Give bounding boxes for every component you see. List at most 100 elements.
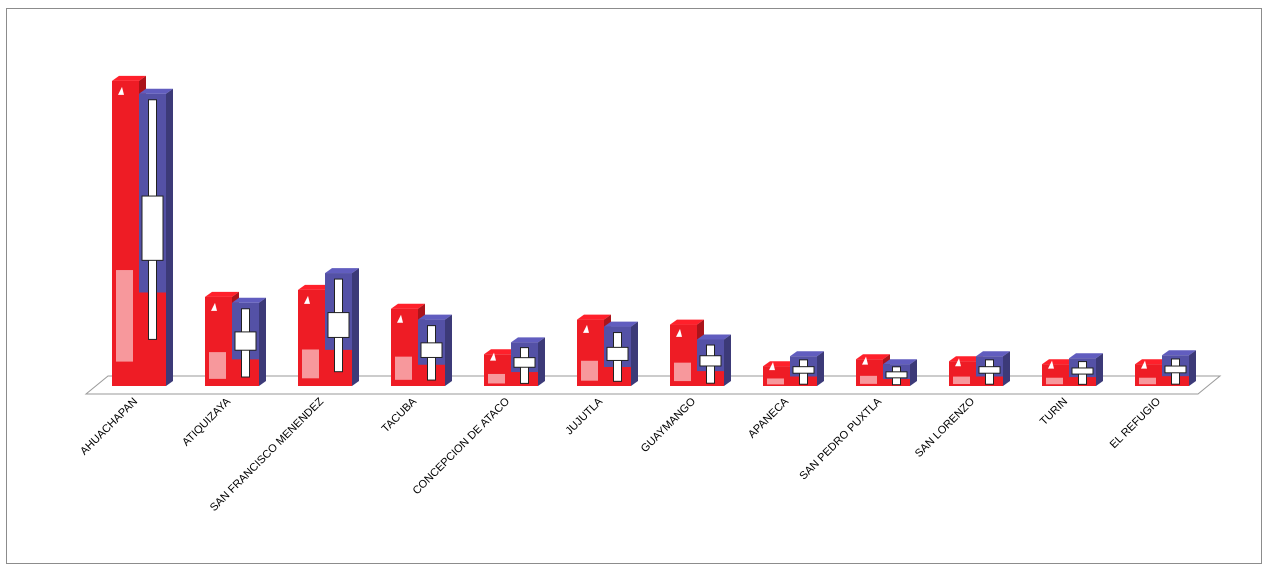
- arena-cross-horizontal: [1164, 365, 1187, 374]
- arena-cross-horizontal: [234, 331, 257, 351]
- fmln-star: [676, 328, 682, 337]
- chart-frame: [6, 8, 1262, 564]
- bar-side-face: [631, 321, 638, 386]
- fmln-logo-mark: [209, 352, 226, 379]
- bar-top-face: [391, 303, 425, 309]
- bar-top-face: [577, 314, 611, 320]
- bar-arena-4: [418, 314, 452, 386]
- fmln-star: [304, 295, 310, 304]
- bar-top-face: [232, 297, 266, 303]
- bar-arena-12: [1162, 350, 1196, 386]
- bar-top-face: [1042, 359, 1076, 365]
- arena-cross-horizontal: [885, 371, 908, 379]
- bar-top-face: [976, 351, 1010, 357]
- bar-arena-8: [790, 351, 824, 386]
- bar-arena-11: [1069, 353, 1103, 386]
- bar-side-face: [166, 88, 173, 386]
- bar-side-face: [1003, 351, 1010, 386]
- bar-top-face: [763, 361, 797, 367]
- bar-side-face: [1189, 350, 1196, 386]
- fmln-star: [397, 314, 403, 323]
- bar-side-face: [1096, 353, 1103, 386]
- category-label: GUAYMANGO: [639, 395, 699, 455]
- fmln-logo-mark: [302, 349, 319, 379]
- arena-cross-horizontal: [327, 312, 350, 338]
- bar-top-face: [949, 356, 983, 362]
- fmln-star: [862, 356, 868, 365]
- arena-cross-horizontal: [606, 346, 629, 361]
- bar-top-face: [139, 88, 173, 94]
- category-label: JUJUTLA: [563, 395, 605, 437]
- bar-top-face: [604, 321, 638, 327]
- arena-cross-horizontal: [792, 366, 815, 374]
- bar-top-face: [418, 314, 452, 320]
- category-label: AHUACHAPAN: [78, 396, 140, 458]
- bar-side-face: [724, 334, 731, 386]
- bar-top-face: [205, 291, 239, 297]
- bar-top-face: [1135, 359, 1169, 365]
- bar-arena-6: [604, 321, 638, 386]
- arena-cross-horizontal: [699, 355, 722, 367]
- chart-floor: [84, 375, 1222, 395]
- bar-arena-9: [883, 359, 917, 386]
- category-label: TACUBA: [380, 395, 420, 435]
- fmln-star: [118, 86, 124, 95]
- category-label: ATIQUIZAYA: [180, 395, 233, 448]
- fmln-logo-mark: [581, 360, 598, 381]
- category-label: SAN LORENZO: [913, 395, 978, 460]
- bar-arena-2: [232, 297, 266, 386]
- fmln-logo-mark: [116, 270, 133, 362]
- bar-top-face: [883, 359, 917, 365]
- fmln-logo-mark: [674, 362, 691, 382]
- bar-top-face: [112, 75, 146, 81]
- bar-side-face: [445, 314, 452, 386]
- bar-top-face: [1162, 350, 1196, 356]
- bar-arena-3: [325, 268, 359, 386]
- bar-top-face: [856, 354, 890, 360]
- bar-top-face: [697, 334, 731, 340]
- bar-side-face: [538, 337, 545, 386]
- fmln-star: [211, 302, 217, 311]
- arena-cross-horizontal: [1071, 367, 1094, 375]
- category-label: SAN PEDRO PUXTLA: [797, 395, 884, 482]
- fmln-star: [769, 362, 775, 371]
- fmln-star: [583, 324, 589, 333]
- arena-cross-horizontal: [420, 342, 443, 358]
- bar-side-face: [259, 297, 266, 386]
- bar-arena-1: [139, 88, 173, 386]
- bar-side-face: [352, 268, 359, 386]
- bar-top-face: [325, 268, 359, 274]
- fmln-logo-mark: [767, 378, 784, 385]
- category-label: APANECA: [746, 395, 792, 441]
- fmln-logo-mark: [1139, 377, 1156, 385]
- category-label: CONCEPCION DE ATACO: [411, 395, 513, 497]
- bars-layer: [112, 75, 1196, 386]
- category-label: SAN FRANCISCO MENENDEZ: [208, 395, 326, 513]
- bar-arena-10: [976, 351, 1010, 386]
- category-label: EL REFUGIO: [1108, 395, 1164, 451]
- bar-top-face: [298, 284, 332, 290]
- floor-plane: [84, 375, 1222, 395]
- fmln-star: [490, 352, 496, 361]
- bar-arena-5: [511, 337, 545, 386]
- bar-top-face: [670, 319, 704, 325]
- bar-arena-7: [697, 334, 731, 386]
- fmln-logo-mark: [488, 373, 505, 384]
- bar-side-face: [910, 359, 917, 386]
- bar-side-face: [817, 351, 824, 386]
- fmln-star: [955, 358, 961, 367]
- category-label: TURIN: [1038, 396, 1070, 428]
- fmln-logo-mark: [395, 356, 412, 380]
- fmln-logo-mark: [860, 375, 877, 384]
- bar-top-face: [790, 351, 824, 357]
- bar-top-face: [511, 337, 545, 343]
- fmln-star: [1141, 360, 1147, 369]
- fmln-star: [1048, 360, 1054, 369]
- fmln-logo-mark: [1046, 377, 1063, 385]
- bar-top-face: [484, 349, 518, 355]
- arena-cross-horizontal: [141, 195, 164, 261]
- arena-cross-horizontal: [978, 366, 1001, 374]
- bar-top-face: [1069, 353, 1103, 359]
